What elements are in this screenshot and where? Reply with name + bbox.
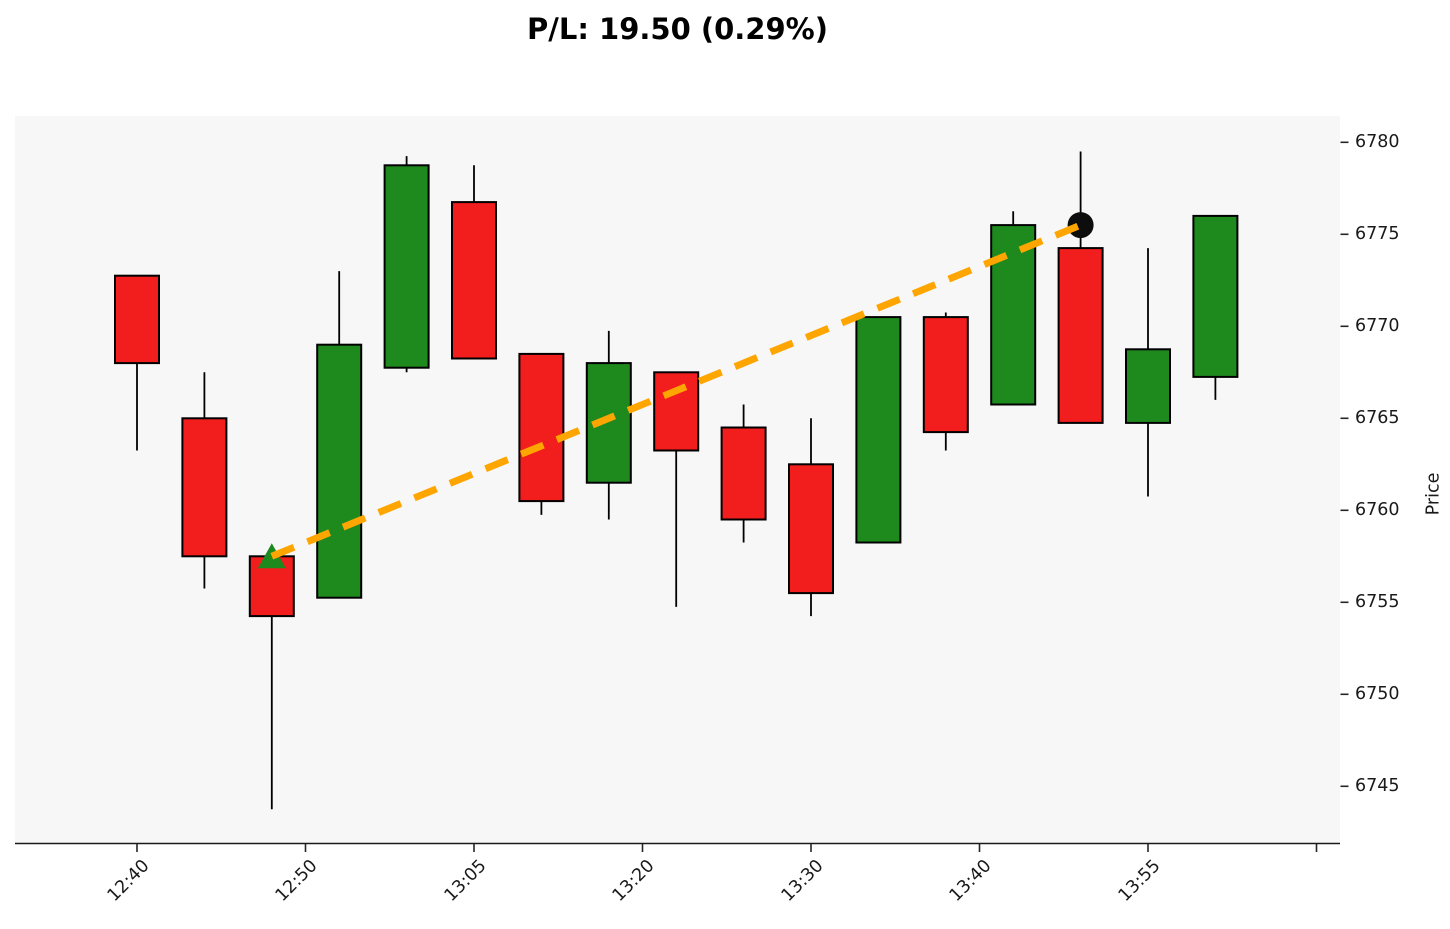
- exit-marker-circle: [1067, 212, 1094, 239]
- candle-body-13:55: [1125, 348, 1171, 424]
- candle-body-13:05: [451, 201, 497, 360]
- candle-body-12:40: [114, 274, 160, 365]
- candle-body-12:45: [181, 417, 228, 558]
- candle-body-14:00: [1192, 214, 1239, 378]
- candle-body-13:40: [922, 316, 969, 434]
- y-tick-label-6770: 6770: [1355, 316, 1400, 337]
- y-tick-label-6775: 6775: [1355, 224, 1400, 245]
- candle-body-13:30: [788, 463, 834, 595]
- y-tick-label-6780: 6780: [1355, 132, 1400, 153]
- candle-body-13:20: [653, 371, 700, 452]
- candle-body-13:25: [720, 426, 767, 521]
- candle-body-13:10: [518, 352, 565, 503]
- plot-area: [15, 116, 1340, 843]
- y-tick-label-6755: 6755: [1355, 592, 1400, 613]
- candle-body-13:50: [1057, 247, 1104, 424]
- y-tick-label-6750: 6750: [1355, 684, 1400, 705]
- y-tick-label-6765: 6765: [1355, 408, 1400, 429]
- chart-title: P/L: 19.50 (0.29%): [527, 12, 828, 46]
- y-tick-label-6760: 6760: [1355, 500, 1400, 521]
- trade-connector-line: [270, 221, 1082, 560]
- y-tick-label-6745: 6745: [1355, 776, 1400, 797]
- candle-body-13:00: [383, 164, 430, 369]
- candle-body-12:55: [316, 343, 363, 599]
- candle-body-13:15: [585, 362, 632, 484]
- candle-body-13:45: [990, 224, 1037, 406]
- y-axis-title: Price: [1423, 472, 1444, 516]
- candle-body-13:35: [855, 316, 902, 544]
